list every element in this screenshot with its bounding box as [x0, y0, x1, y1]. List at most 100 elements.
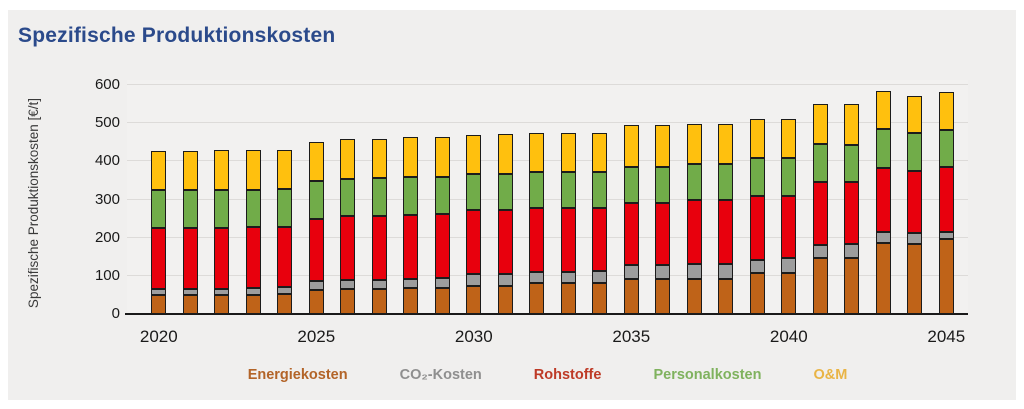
bar-segment: [245, 150, 261, 190]
legend-item: O&M: [813, 367, 848, 383]
bar-segment: [718, 279, 734, 314]
x-axis-line: [125, 313, 968, 315]
y-tick-label: 500: [94, 114, 120, 132]
bar-segment: [340, 139, 356, 179]
bar-segment: [844, 145, 860, 182]
y-tick-label: 400: [94, 152, 120, 170]
bar-segment: [655, 203, 671, 265]
bar-segment: [340, 280, 356, 289]
gridline: [127, 84, 968, 85]
bar-segment: [655, 279, 671, 314]
bar-segment: [214, 190, 230, 228]
bar-segment: [529, 133, 545, 172]
bar-segment: [340, 289, 356, 314]
bar-segment: [907, 171, 923, 233]
bar-segment: [497, 174, 513, 210]
bar-segment: [151, 228, 167, 289]
bar-segment: [686, 279, 702, 314]
bar-segment: [781, 196, 797, 258]
bar-segment: [781, 273, 797, 314]
bar-segment: [781, 119, 797, 158]
bar-segment: [277, 227, 293, 287]
bar-segment: [686, 200, 702, 264]
bar-segment: [749, 196, 765, 260]
bar-segment: [466, 135, 482, 174]
bar-segment: [686, 264, 702, 279]
plot-area: [125, 80, 968, 315]
bar-segment: [529, 208, 545, 272]
bar-segment: [308, 142, 324, 181]
bar-segment: [560, 133, 576, 172]
bar-segment: [655, 125, 671, 167]
bar-segment: [749, 260, 765, 273]
bar-segment: [686, 124, 702, 164]
bar-segment: [718, 264, 734, 279]
y-tick-label: 100: [94, 266, 120, 284]
bar-segment: [151, 151, 167, 190]
bar-segment: [623, 265, 639, 279]
bar-segment: [938, 92, 954, 130]
bar-segment: [529, 272, 545, 283]
bar-segment: [371, 280, 387, 289]
bar-segment: [592, 283, 608, 314]
bar-segment: [938, 130, 954, 167]
chart-title: Spezifische Produktionskosten: [18, 24, 336, 47]
x-axis-ticks: 2020 2025 2030 2035 2040 2045: [127, 327, 968, 351]
bar-segment: [592, 208, 608, 271]
bar-segment: [812, 245, 828, 258]
bar-segment: [308, 181, 324, 219]
x-tick-label: 2030: [454, 327, 493, 346]
gridline: [127, 122, 968, 124]
bar-segment: [749, 119, 765, 158]
bar-segment: [308, 290, 324, 314]
bar-segment: [403, 137, 419, 177]
bar-segment: [245, 227, 261, 288]
bar-segment: [434, 177, 450, 214]
bar-segment: [812, 182, 828, 245]
x-tick-label: 2020: [139, 327, 178, 346]
x-tick-label: 2035: [612, 327, 651, 346]
bar-segment: [844, 244, 860, 258]
bar-segment: [277, 294, 293, 314]
bar-segment: [182, 295, 198, 314]
bar-segment: [718, 164, 734, 200]
bar-segment: [151, 190, 167, 228]
bar-segment: [875, 232, 891, 243]
bar-segment: [151, 295, 167, 314]
bar-segment: [623, 203, 639, 265]
legend-item: Personalkosten: [653, 367, 762, 383]
bar-segment: [592, 133, 608, 172]
gridline: [127, 236, 968, 238]
bar-segment: [466, 210, 482, 274]
bar-segment: [844, 182, 860, 244]
bar-segment: [466, 286, 482, 314]
bar-segment: [182, 289, 198, 295]
bar-segment: [812, 104, 828, 144]
bar-segment: [182, 151, 198, 190]
bar-segment: [497, 286, 513, 314]
bar-segment: [844, 258, 860, 314]
bar-segment: [529, 172, 545, 208]
gridline: [127, 198, 968, 200]
bar-segment: [277, 189, 293, 227]
bar-segment: [781, 258, 797, 273]
bar-segment: [214, 228, 230, 289]
bar-segment: [907, 133, 923, 171]
bar-segment: [623, 279, 639, 314]
bar-segment: [497, 210, 513, 274]
bar-segment: [749, 273, 765, 314]
bar-segment: [371, 139, 387, 178]
legend: Energiekosten CO₂-Kosten Rohstoffe Personal…: [127, 367, 968, 383]
bar-segment: [938, 239, 954, 314]
bar-segment: [497, 134, 513, 174]
bar-segment: [277, 150, 293, 189]
bar-segment: [182, 228, 198, 289]
bar-segment: [403, 177, 419, 215]
bar-segment: [623, 167, 639, 203]
bar-segment: [214, 289, 230, 295]
bar-segment: [308, 281, 324, 290]
bar-segment: [214, 295, 230, 314]
chart-panel: Spezifische Produktionskosten Spezifisch…: [8, 10, 1016, 400]
bar-segment: [403, 288, 419, 314]
